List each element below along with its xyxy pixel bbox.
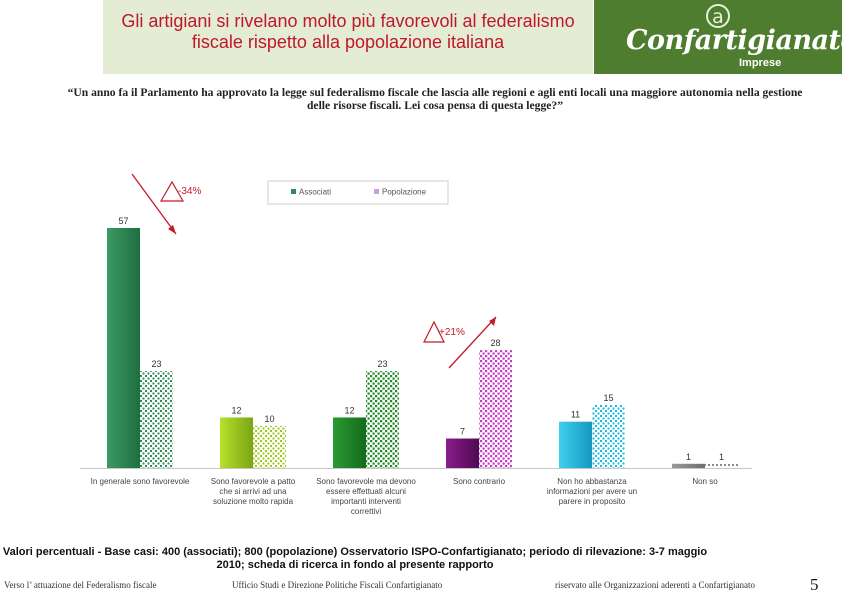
source-note: Valori percentuali - Base casi: 400 (ass…	[2, 546, 708, 571]
value-label-associati-4: 11	[571, 410, 580, 420]
bar-group	[80, 228, 752, 469]
category-label-2: essere effettuati alcuni	[326, 487, 406, 496]
legend-swatch-popolazione	[374, 189, 379, 194]
value-label-popolazione-0: 23	[151, 359, 161, 369]
legend-box	[267, 180, 449, 205]
footer-right: riservato alle Organizzazioni aderenti a…	[555, 580, 755, 590]
bar-associati-5	[672, 463, 705, 468]
bar-popolazione-1	[253, 425, 286, 468]
category-label-4: informazioni per avere un	[547, 487, 637, 496]
bar-associati-1	[220, 417, 253, 468]
value-label-popolazione-4: 15	[603, 393, 613, 403]
survey-question: “Un anno fa il Parlamento ha approvato l…	[67, 86, 803, 112]
annotation-label: +21%	[439, 327, 465, 338]
bar-popolazione-2	[366, 371, 399, 468]
value-label-popolazione-1: 10	[264, 414, 274, 424]
value-label-popolazione-5: 1	[719, 452, 724, 462]
value-label-associati-5: 1	[686, 452, 691, 462]
annotation-minus-34: -34%	[131, 173, 201, 235]
page-title: Gli artigiani si rivelano molto più favo…	[121, 11, 575, 52]
legend-label-popolazione: Popolazione	[382, 188, 427, 197]
bar-associati-2	[333, 417, 366, 468]
legend-swatch-associati	[291, 189, 296, 194]
annotation-plus-21: +21%	[423, 316, 497, 369]
logo-icon: a	[706, 4, 730, 28]
value-label-popolazione-2: 23	[377, 359, 387, 369]
value-label-associati-3: 7	[460, 427, 465, 437]
bar-popolazione-5	[705, 463, 738, 468]
value-label-popolazione-3: 28	[490, 338, 500, 348]
category-label-1: Sono favorevole a patto	[211, 477, 296, 486]
footer-center: Ufficio Studi e Direzione Politiche Fisc…	[232, 580, 443, 590]
value-label-associati-2: 12	[344, 405, 354, 415]
category-label-2: Sono favorevole ma devono	[316, 477, 416, 486]
category-label-5: Non so	[692, 477, 718, 486]
title-box	[103, 0, 593, 74]
logo-subtext: Imprese	[739, 57, 782, 69]
category-label-2: correttivi	[351, 507, 381, 516]
bar-associati-0	[107, 228, 140, 468]
category-label-2: importanti interventi	[331, 497, 401, 506]
bar-associati-3	[446, 438, 479, 468]
category-labels: In generale sono favorevole Sono favorevo…	[91, 477, 719, 516]
logo-text: Confartigianato	[626, 25, 842, 56]
category-label-1: soluzione molto rapida	[213, 497, 294, 506]
footer-left: Verso l’ attuazione del Federalismo fisc…	[4, 580, 157, 590]
bar-popolazione-3	[479, 350, 512, 468]
bar-popolazione-4	[592, 404, 625, 468]
category-label-4: parere in proposito	[559, 497, 626, 506]
bar-popolazione-0	[140, 371, 173, 468]
value-label-associati-0: 57	[118, 216, 128, 226]
category-label-0: In generale sono favorevole	[91, 477, 190, 486]
legend-label-associati: Associati	[299, 188, 331, 197]
category-label-4: Non ho abbastanza	[557, 477, 627, 486]
category-label-3: Sono contrario	[453, 477, 506, 486]
page-number: 5	[810, 575, 819, 594]
annotation-label: -34%	[178, 186, 201, 197]
value-label-associati-1: 12	[231, 405, 241, 415]
category-label-1: che si arrivi ad una	[219, 487, 287, 496]
bar-associati-4	[559, 421, 592, 468]
